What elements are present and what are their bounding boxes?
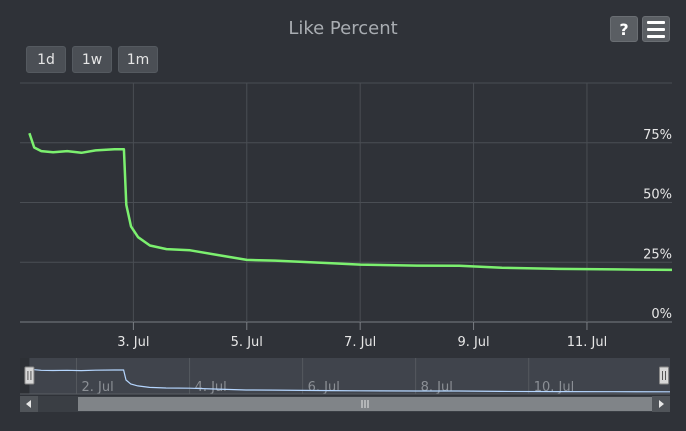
scroll-right-arrow-icon — [659, 400, 664, 408]
navigator-handle-right[interactable] — [659, 366, 669, 385]
range-button-1m[interactable]: 1m — [118, 46, 158, 73]
handle-body — [659, 366, 669, 385]
navigator-series-line — [29, 366, 671, 393]
y-tick-label: 25% — [643, 247, 672, 262]
x-tick-label: 3. Jul — [117, 335, 149, 350]
navigator-selected-range — [29, 358, 671, 394]
y-tick-label: 0% — [651, 307, 672, 322]
series-line — [28, 132, 673, 272]
navigator-handle-left[interactable] — [24, 366, 35, 385]
navigator-tick-label: 10. Jul — [534, 380, 575, 395]
x-tick-label: 11. Jul — [567, 335, 608, 350]
y-tick-label: 75% — [643, 128, 672, 143]
handle-body — [24, 366, 35, 385]
question-icon: ? — [619, 19, 629, 39]
help-button[interactable]: ? — [610, 16, 638, 42]
scroll-left-arrow-icon — [26, 400, 31, 408]
navigator-tick-label: 8. Jul — [421, 380, 453, 395]
y-tick-label: 50% — [643, 188, 672, 203]
range-button-1w[interactable]: 1w — [72, 46, 112, 73]
chart-title: Like Percent — [288, 18, 398, 39]
navigator-tick-label: 2. Jul — [82, 380, 114, 395]
menu-button[interactable] — [642, 16, 670, 42]
x-tick-label: 5. Jul — [231, 335, 263, 350]
navigator-tick-label: 4. Jul — [195, 380, 227, 395]
x-tick-label: 9. Jul — [457, 335, 489, 350]
hamburger-icon — [647, 19, 665, 40]
range-button-1d[interactable]: 1d — [26, 46, 66, 73]
x-tick-label: 7. Jul — [344, 335, 376, 350]
navigator-tick-label: 6. Jul — [308, 380, 340, 395]
